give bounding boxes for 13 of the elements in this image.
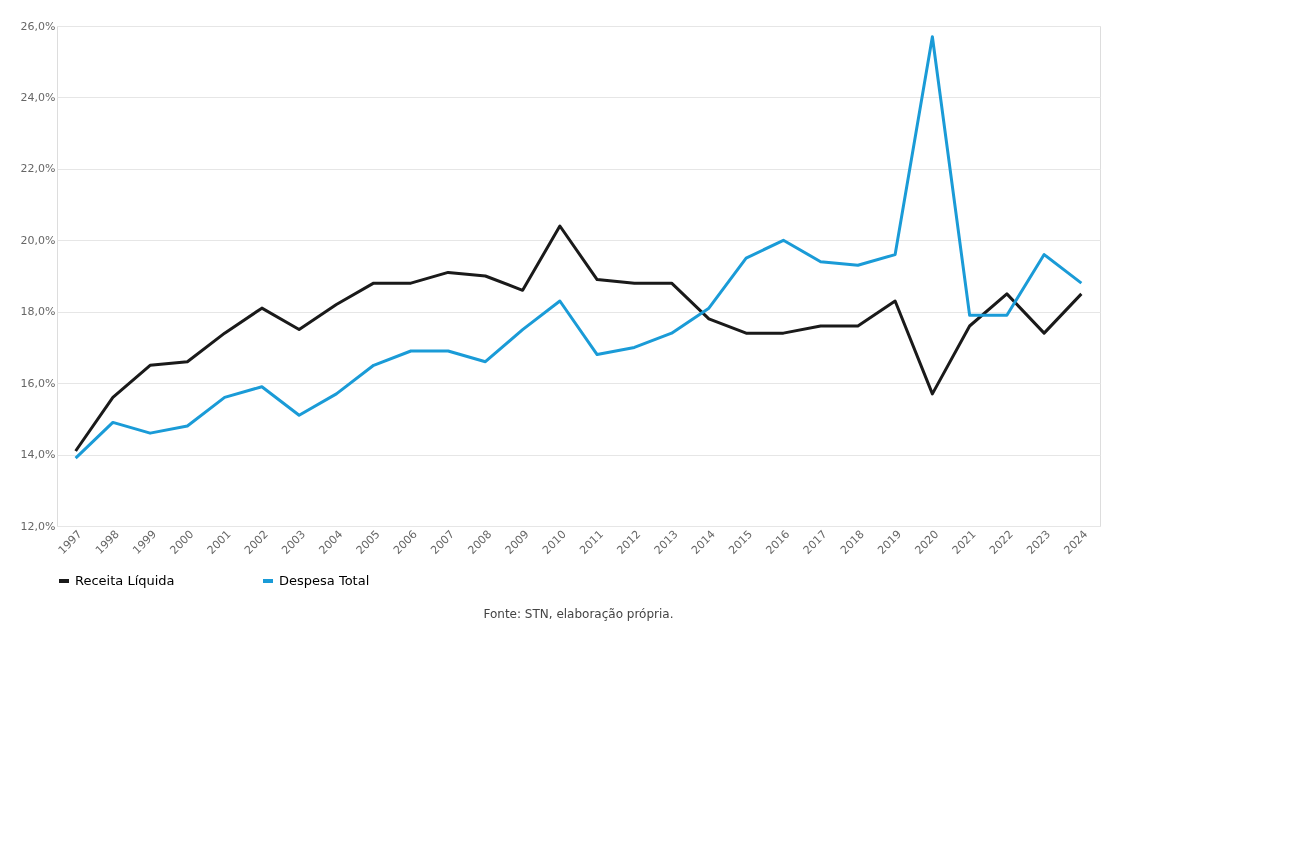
line-series (74, 35, 1083, 460)
y-tick-label: 22,0% (20, 162, 56, 176)
source-note: Fonte: STN, elaboração própria. (483, 607, 674, 621)
y-tick-label: 14,0% (20, 448, 56, 462)
y-tick-label: 12,0% (20, 519, 56, 533)
y-tick-label: 16,0% (20, 376, 56, 390)
y-tick-label: 24,0% (20, 90, 56, 104)
y-tick-label: 20,0% (20, 233, 56, 247)
legend-label: Receita Líquida (75, 573, 175, 588)
legend-label: Despesa Total (279, 573, 370, 588)
y-tick-label: 26,0% (20, 19, 56, 33)
y-tick-label: 18,0% (20, 305, 56, 319)
line-series (74, 224, 1083, 453)
